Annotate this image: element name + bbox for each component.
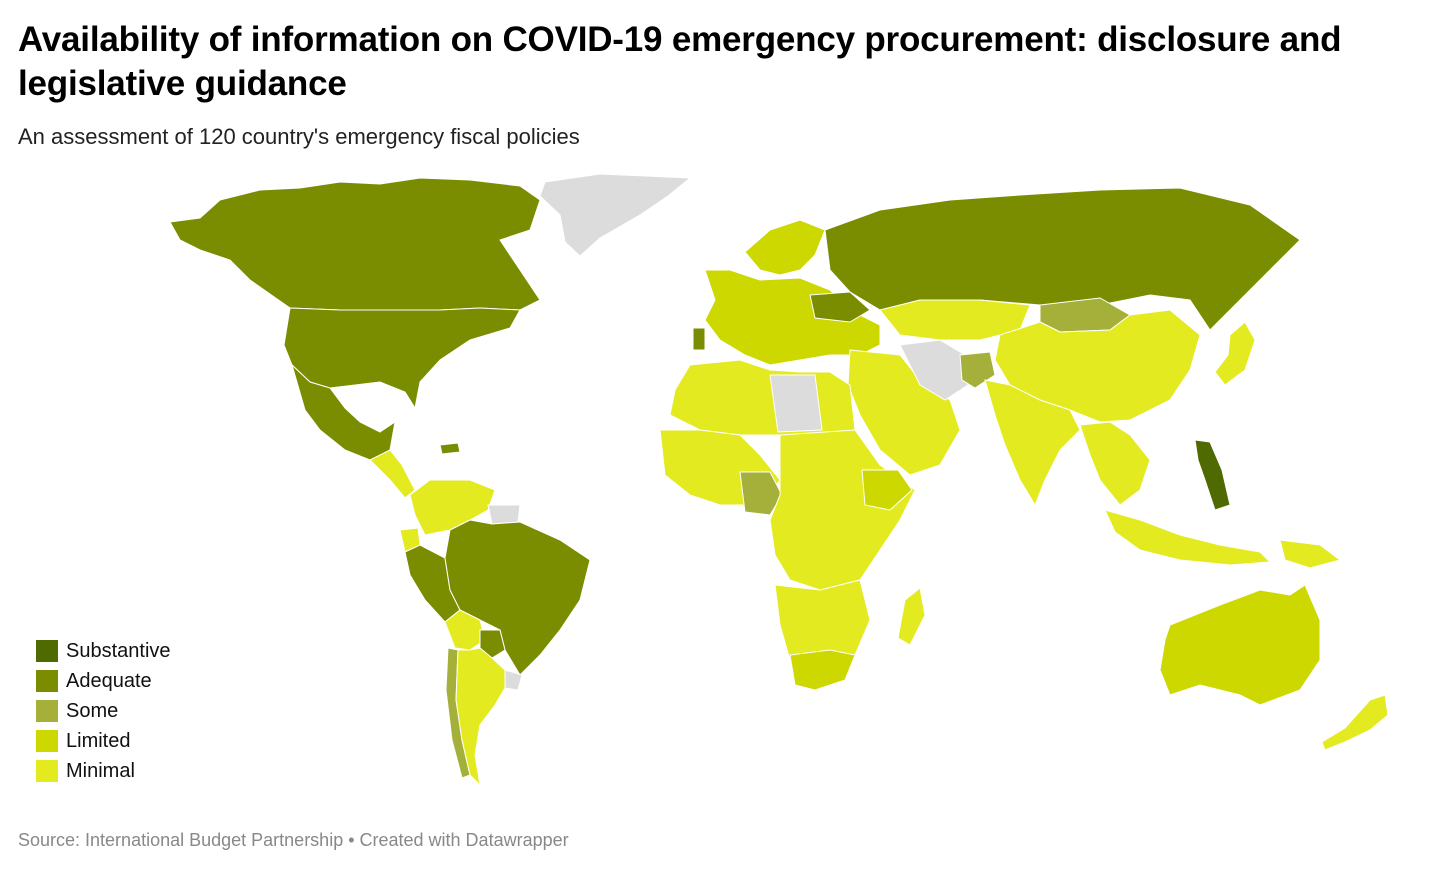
- region-japan: [1214, 321, 1256, 386]
- region-new-zealand: [1321, 694, 1389, 751]
- chart-subtitle: An assessment of 120 country's emergency…: [18, 124, 580, 149]
- legend-item-some: Some: [36, 696, 171, 726]
- legend-swatch: [36, 670, 58, 692]
- region-paraguay: [479, 629, 506, 659]
- legend-label: Substantive: [66, 639, 171, 662]
- source-note: Source: International Budget Partnership…: [18, 830, 569, 850]
- region-central-america: [369, 449, 416, 499]
- region-libya: [769, 374, 823, 433]
- legend-item-adequate: Adequate: [36, 666, 171, 696]
- region-argentina: [455, 647, 506, 787]
- legend-item-minimal: Minimal: [36, 756, 171, 786]
- region-canada: [169, 177, 541, 311]
- region-brazil: [444, 519, 591, 676]
- region-south-africa: [789, 649, 856, 691]
- region-philippines: [1194, 439, 1231, 511]
- region-north-africa: [669, 359, 856, 436]
- region-ukraine: [809, 291, 871, 323]
- region-india: [984, 379, 1081, 507]
- region-scandinavia: [744, 219, 826, 276]
- region-greenland: [539, 173, 692, 257]
- region-indonesia: [1104, 509, 1272, 566]
- world-map: [169, 173, 1389, 787]
- legend-item-limited: Limited: [36, 726, 171, 756]
- region-iran: [899, 339, 969, 401]
- legend-label: Adequate: [66, 669, 152, 692]
- legend-swatch: [36, 700, 58, 722]
- legend-label: Some: [66, 699, 119, 722]
- region-australia: [1159, 584, 1321, 706]
- legend-label: Minimal: [66, 759, 135, 782]
- legend-swatch: [36, 760, 58, 782]
- region-madagascar: [897, 587, 926, 646]
- region-dominican-republic: [439, 442, 461, 455]
- legend-swatch: [36, 730, 58, 752]
- legend: Substantive Adequate Some Limited Minimal: [36, 636, 171, 786]
- region-papua-new-guinea: [1279, 539, 1342, 569]
- region-guianas: [487, 504, 521, 525]
- legend-swatch: [36, 640, 58, 662]
- legend-label: Limited: [66, 729, 131, 752]
- region-ethiopia: [861, 469, 913, 511]
- region-mexico: [291, 363, 396, 461]
- region-colombia-venezuela: [409, 479, 496, 536]
- region-portugal: [692, 327, 706, 351]
- chart-title: Availability of information on COVID-19 …: [18, 20, 1342, 103]
- legend-item-substantive: Substantive: [36, 636, 171, 666]
- region-southeast-asia: [1079, 421, 1151, 506]
